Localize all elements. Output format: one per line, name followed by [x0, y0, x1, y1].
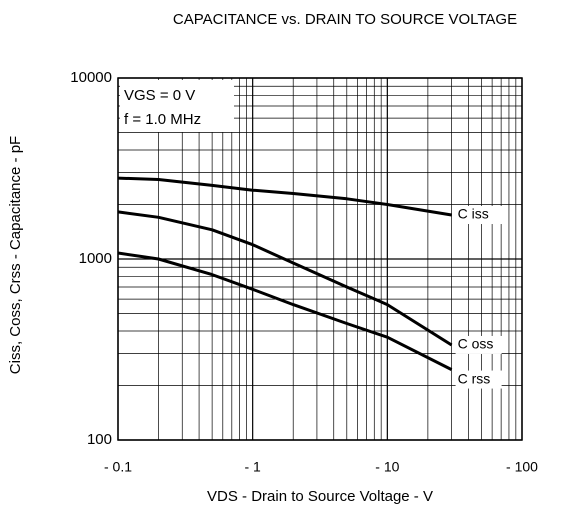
annotation: VGS = 0 V [124, 87, 195, 104]
plot-frame [117, 77, 523, 441]
x-tick-label: - 100 [506, 459, 538, 475]
series-label: C oss [458, 336, 494, 352]
y-tick-label: 1000 [79, 250, 112, 267]
y-tick-label: 10000 [70, 69, 112, 86]
series-line [117, 251, 453, 371]
series-label-bg [455, 370, 502, 389]
series-label-bg [455, 335, 502, 354]
x-tick-label: - 0.1 [104, 459, 132, 475]
annotation-box [120, 80, 234, 132]
series-line [117, 210, 453, 347]
annotation: f = 1.0 MHz [124, 111, 201, 128]
chart-title: CAPACITANCE vs. DRAIN TO SOURCE VOLTAGE [173, 11, 517, 28]
y-axis-label: Ciss, Coss, Crss - Capacitance - pF [7, 136, 24, 374]
x-tick-label: - 10 [375, 459, 399, 475]
y-tick-label: 100 [87, 431, 112, 448]
series-line [117, 176, 452, 217]
series-label: C rss [458, 370, 491, 386]
x-axis-label: VDS - Drain to Source Voltage - V [207, 488, 433, 505]
series-label-bg [455, 206, 502, 225]
x-tick-label: - 1 [244, 459, 261, 475]
series-label: C iss [458, 206, 489, 222]
